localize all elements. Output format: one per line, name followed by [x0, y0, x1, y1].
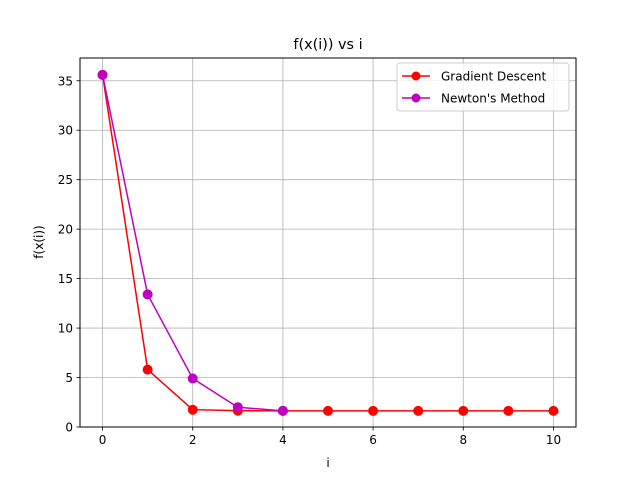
- legend-label: Gradient Descent: [441, 70, 547, 84]
- x-tick-label: 0: [99, 433, 107, 447]
- y-tick-label: 15: [58, 272, 73, 286]
- y-axis-label: f(x(i)): [32, 225, 46, 258]
- y-tick-label: 20: [58, 223, 73, 237]
- data-point: [277, 405, 288, 416]
- y-tick-label: 10: [58, 322, 73, 336]
- y-tick-label: 35: [58, 74, 73, 88]
- data-point: [97, 69, 108, 80]
- data-point: [142, 289, 153, 300]
- data-point: [368, 405, 379, 416]
- legend: Gradient Descent Newton's Method: [396, 62, 570, 112]
- data-point: [548, 405, 559, 416]
- x-tick-label: 10: [546, 433, 561, 447]
- data-point: [187, 404, 198, 415]
- legend-box: [396, 62, 570, 112]
- legend-label: Newton's Method: [441, 92, 545, 106]
- x-tick-label: 4: [279, 433, 287, 447]
- data-point: [323, 405, 333, 416]
- x-tick-label: 8: [459, 433, 467, 447]
- data-point: [503, 405, 514, 416]
- y-tick-label: 5: [65, 371, 73, 385]
- legend-item: Gradient Descent: [402, 70, 547, 84]
- series-layer: [97, 69, 559, 416]
- grid: [80, 58, 576, 428]
- x-tick-label: 6: [369, 433, 377, 447]
- y-tick-label: 25: [58, 173, 73, 187]
- x-axis-label: i: [326, 456, 329, 470]
- ticks: 0 2 4 6 8 10 0 5 10 15 20 25 30 35: [58, 74, 561, 447]
- data-point: [458, 405, 469, 416]
- data-point: [413, 405, 424, 416]
- data-point: [142, 364, 153, 375]
- y-tick-label: 30: [58, 124, 73, 138]
- plot-frame: [79, 57, 577, 428]
- y-tick-label: 0: [65, 421, 73, 435]
- chart-title: f(x(i)) vs i: [293, 37, 362, 53]
- legend-item: Newton's Method: [402, 92, 545, 106]
- data-point: [187, 373, 198, 384]
- series-newtons-method: [97, 69, 288, 416]
- legend-marker: [411, 71, 421, 81]
- legend-marker: [411, 93, 421, 103]
- data-point: [232, 402, 243, 413]
- x-tick-label: 2: [189, 433, 197, 447]
